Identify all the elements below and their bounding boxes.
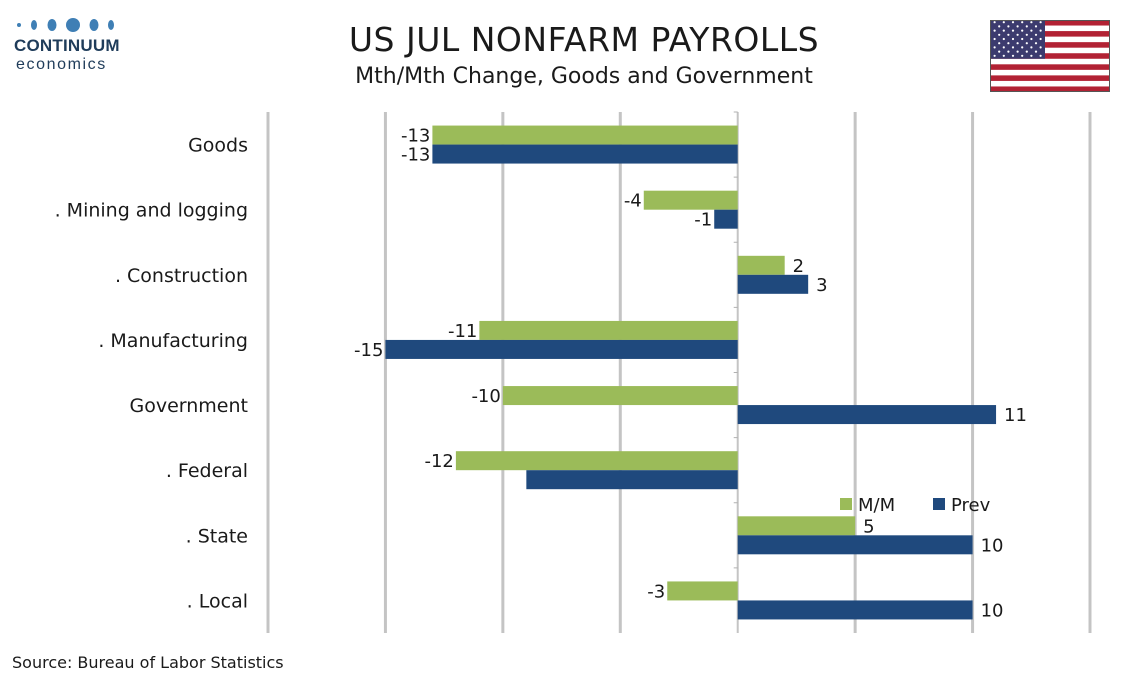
data-label: 10 <box>981 535 1004 556</box>
source-note: Source: Bureau of Labor Statistics <box>12 653 284 672</box>
data-label: -11 <box>448 321 477 342</box>
category-label: Government <box>130 395 249 417</box>
category-label: . Federal <box>166 460 248 482</box>
bar-prev <box>526 470 738 490</box>
data-label: -15 <box>354 340 383 361</box>
us-flag-icon <box>990 20 1110 92</box>
data-label: 5 <box>863 516 874 537</box>
legend-swatch <box>933 498 945 510</box>
data-label: 3 <box>816 275 827 296</box>
bar-prev <box>714 209 738 229</box>
bar-prev <box>385 339 738 359</box>
data-label: -13 <box>401 126 430 147</box>
bar-prev <box>737 405 997 425</box>
category-label: . Construction <box>115 265 248 287</box>
data-label: 10 <box>981 600 1004 621</box>
data-label: -13 <box>401 145 430 166</box>
legend-label: Prev <box>951 495 991 516</box>
bar-prev <box>737 600 973 620</box>
category-label: . Mining and logging <box>55 200 248 222</box>
bar-m-m <box>502 386 738 406</box>
brand-sub: economics <box>16 56 107 73</box>
legend-swatch <box>840 498 852 510</box>
category-label: Goods <box>188 135 248 157</box>
data-label: -4 <box>624 191 642 212</box>
bar-m-m <box>737 516 856 536</box>
bar-prev <box>432 144 738 164</box>
bar-prev <box>737 535 973 555</box>
brand-logo: CONTINUUM economics <box>14 14 134 74</box>
data-label: -3 <box>647 581 665 602</box>
bar-m-m <box>432 125 738 145</box>
category-label: . Manufacturing <box>98 330 248 352</box>
data-label: 2 <box>793 256 804 277</box>
brand-name: CONTINUUM <box>14 36 120 55</box>
logo-dots-icon <box>17 18 114 32</box>
data-label: -10 <box>471 386 500 407</box>
bar-m-m <box>479 320 738 340</box>
data-label: -1 <box>694 210 712 231</box>
legend-label: M/M <box>858 495 895 516</box>
data-label: 11 <box>1004 405 1027 426</box>
bar-m-m <box>643 190 738 210</box>
category-label: . Local <box>187 590 248 612</box>
bar-m-m <box>667 581 738 601</box>
bar-m-m <box>455 451 738 471</box>
category-label: . State <box>186 525 248 547</box>
bar-prev <box>737 274 809 294</box>
data-label: -12 <box>424 451 453 472</box>
chart-title: US JUL NONFARM PAYROLLS <box>348 20 820 59</box>
bar-m-m <box>737 255 785 275</box>
chart-subtitle: Mth/Mth Change, Goods and Government <box>355 64 813 89</box>
